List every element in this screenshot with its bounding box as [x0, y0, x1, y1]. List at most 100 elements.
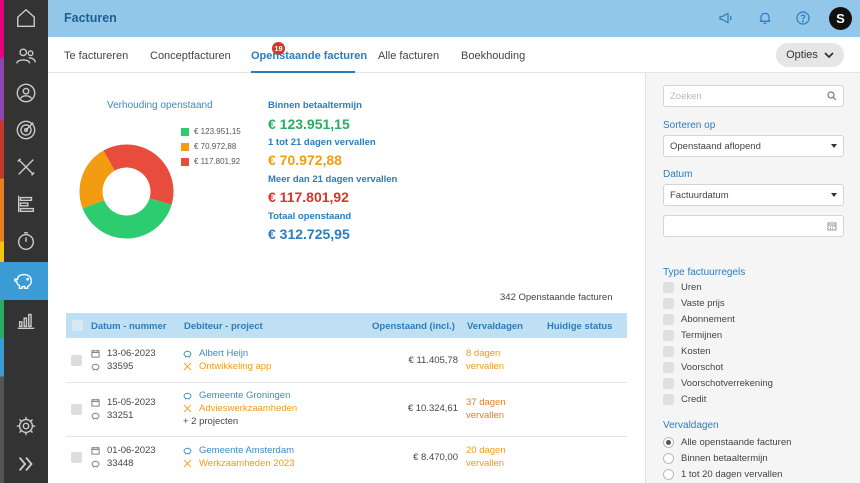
invoice-number: 33595: [107, 361, 134, 372]
radio-1-20[interactable]: 1 tot 20 dagen vervallen: [663, 469, 782, 480]
debtor-link[interactable]: Gemeente Amsterdam: [199, 445, 295, 456]
filter-termijnen[interactable]: Termijnen: [663, 330, 722, 341]
date-label: Datum: [663, 169, 693, 180]
stat-label: 1 tot 21 dagen vervallen: [268, 137, 376, 148]
overdue-days: 20 dagen: [466, 445, 506, 456]
filter-vaste-prijs[interactable]: Vaste prijs: [663, 298, 725, 309]
sort-select[interactable]: Openstaand aflopend: [663, 135, 844, 157]
radio-label: Binnen betaaltermijn: [681, 453, 768, 464]
checkbox-label: Voorschot: [681, 362, 724, 373]
filter-voorschotverrekening[interactable]: Voorschotverrekening: [663, 378, 773, 389]
extra-projects[interactable]: + 2 projecten: [183, 416, 239, 427]
column-header-status[interactable]: Huidige status: [547, 321, 613, 332]
amount-value: € 10.324,61: [407, 403, 458, 414]
project-link[interactable]: Werkzaamheden 2023: [199, 458, 295, 469]
tab-alle-facturen[interactable]: Alle facturen: [378, 50, 440, 62]
radio-binnen[interactable]: Binnen betaaltermijn: [663, 453, 768, 464]
column-header-amount[interactable]: Openstaand (incl.): [372, 321, 455, 332]
row-checkbox[interactable]: [71, 452, 82, 463]
color-stripe: [0, 0, 4, 483]
filter-voorschot[interactable]: Voorschot: [663, 362, 723, 373]
piggy-bank-icon: [91, 363, 100, 371]
expand-sidebar-button[interactable]: [4, 446, 48, 482]
target-icon: [16, 120, 36, 140]
tab-boekhouding[interactable]: Boekhouding: [461, 50, 526, 62]
row-checkbox[interactable]: [71, 404, 82, 415]
debtor-link[interactable]: Albert Heijn: [199, 348, 249, 359]
overdue-label: vervallen: [466, 361, 505, 372]
filter-kosten[interactable]: Kosten: [663, 346, 711, 357]
date-type-select[interactable]: Factuurdatum: [663, 184, 844, 206]
checkbox[interactable]: [663, 346, 674, 357]
legend-label: € 117.801,92: [194, 157, 241, 166]
project-link[interactable]: Advieswerkzaamheden: [199, 403, 298, 414]
column-header-date[interactable]: Datum - nummer: [91, 321, 167, 332]
options-button[interactable]: Opties: [776, 43, 844, 67]
double-chevron-right-icon: [18, 456, 33, 472]
chevron-down-icon: [824, 52, 834, 59]
bell-icon[interactable]: [757, 10, 773, 26]
checkbox[interactable]: [663, 362, 674, 373]
nav-settings[interactable]: [4, 408, 48, 444]
radio-label: Alle openstaande facturen: [681, 437, 792, 448]
search-input[interactable]: Zoeken: [663, 85, 844, 107]
tab-conceptfacturen[interactable]: Conceptfacturen: [150, 50, 231, 62]
active-tab-indicator: [251, 71, 355, 73]
checkbox[interactable]: [663, 394, 674, 405]
column-header-debtor[interactable]: Debiteur - project: [184, 321, 263, 332]
amount-value: € 8.470,00: [413, 452, 458, 463]
tools-icon: [17, 158, 35, 176]
overdue-label: vervallen: [466, 410, 505, 421]
checkbox-label: Credit: [681, 394, 707, 405]
nav-home[interactable]: [4, 0, 48, 36]
checkbox[interactable]: [663, 378, 674, 389]
radio-button[interactable]: [663, 469, 674, 480]
tab-te-factureren[interactable]: Te factureren: [64, 50, 129, 62]
checkbox[interactable]: [663, 282, 674, 293]
chart-title: Verhouding openstaand: [107, 100, 213, 111]
avatar[interactable]: S: [829, 7, 852, 30]
column-header-overdue[interactable]: Vervaldagen: [467, 321, 523, 332]
invoice-date: 13-06-2023: [107, 348, 156, 359]
stat-value: € 312.725,95: [268, 226, 350, 242]
help-icon[interactable]: [795, 10, 811, 26]
checkbox-label: Uren: [681, 282, 702, 293]
row-checkbox[interactable]: [71, 355, 82, 366]
filter-abonnement[interactable]: Abonnement: [663, 314, 735, 325]
concept-count-badge: 19: [272, 42, 285, 55]
select-all-checkbox[interactable]: [72, 320, 83, 331]
debtor-link[interactable]: Gemeente Groningen: [199, 390, 291, 401]
megaphone-icon[interactable]: [718, 10, 734, 26]
date-range-input[interactable]: [663, 215, 844, 237]
nav-timer[interactable]: [4, 223, 48, 259]
overdue-days: 37 dagen: [466, 397, 506, 408]
legend-label: € 123.951,15: [194, 127, 241, 136]
radio-button[interactable]: [663, 437, 674, 448]
nav-goals[interactable]: [4, 112, 48, 148]
home-icon: [17, 8, 35, 27]
nav-tools[interactable]: [4, 149, 48, 185]
table-row[interactable]: 01-06-2023 33448 Gemeente Amsterdam Werk…: [66, 438, 627, 483]
checkbox[interactable]: [663, 314, 674, 325]
project-link[interactable]: Ontwikkeling app: [199, 361, 272, 372]
planning-icon: [17, 195, 35, 213]
checkbox-label: Kosten: [681, 346, 711, 357]
filter-uren[interactable]: Uren: [663, 282, 702, 293]
nav-reports[interactable]: [4, 302, 48, 338]
nav-planning[interactable]: [4, 186, 48, 222]
checkbox[interactable]: [663, 330, 674, 341]
sort-value: Openstaand aflopend: [670, 141, 761, 152]
table-row[interactable]: 15-05-2023 33251 Gemeente Groningen Advi…: [66, 384, 627, 437]
nav-account[interactable]: [4, 75, 48, 111]
checkbox[interactable]: [663, 298, 674, 309]
tab-openstaande-facturen[interactable]: Openstaande facturen: [251, 50, 368, 62]
checkbox-label: Vaste prijs: [681, 298, 725, 309]
checkbox-label: Termijnen: [681, 330, 723, 341]
radio-button[interactable]: [663, 453, 674, 464]
nav-invoices[interactable]: [0, 262, 48, 300]
tab-bar: Te factureren Conceptfacturen 19 Opensta…: [48, 37, 860, 73]
nav-contacts[interactable]: [4, 38, 48, 74]
table-row[interactable]: 13-06-2023 33595 Albert Heijn Ontwikkeli…: [66, 339, 627, 383]
filter-credit[interactable]: Credit: [663, 394, 706, 405]
radio-alle[interactable]: Alle openstaande facturen: [663, 437, 791, 448]
